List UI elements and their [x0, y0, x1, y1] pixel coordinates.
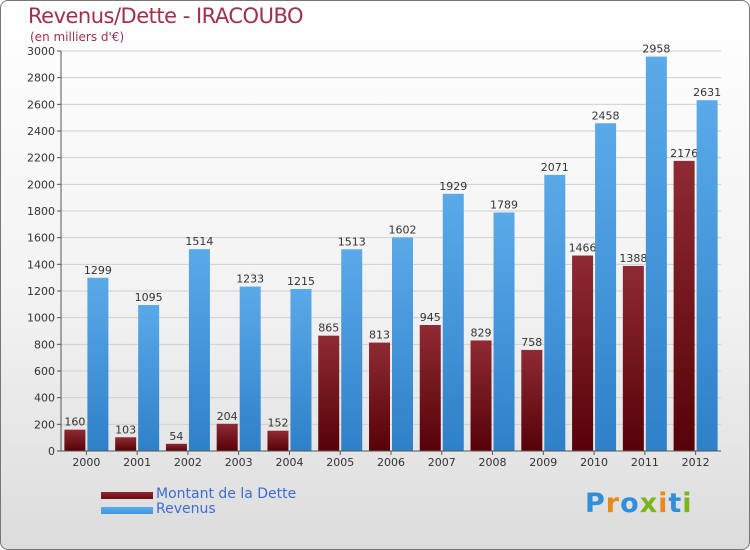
bar-revenus-2009 — [544, 174, 566, 451]
data-label-revenus-2002: 1514 — [185, 235, 213, 248]
data-label-revenus-2012: 2631 — [693, 86, 721, 99]
x-tick-label-2008: 2008 — [479, 456, 507, 469]
data-label-debt-2002: 54 — [169, 430, 183, 443]
bar-revenus-2011 — [645, 56, 667, 451]
bar-debt-2004 — [267, 430, 289, 451]
bar-debt-2007 — [419, 325, 441, 451]
logo-letter: i — [682, 488, 693, 519]
data-label-revenus-2010: 2458 — [592, 109, 620, 122]
data-label-debt-2010: 1466 — [569, 242, 597, 255]
y-tick-label: 1600 — [27, 232, 55, 245]
bar-revenus-2008 — [493, 212, 515, 451]
y-tick-label: 0 — [48, 445, 55, 458]
data-label-debt-2006: 813 — [369, 329, 390, 342]
bar-debt-2010 — [572, 255, 594, 451]
x-tick-label-2009: 2009 — [529, 456, 557, 469]
data-label-revenus-2008: 1789 — [490, 198, 518, 211]
bars: 160 1299 103 1095 54 1514 204 1233 152 1215 865 151… — [64, 43, 721, 452]
data-label-debt-2005: 865 — [318, 322, 339, 335]
bar-debt-2008 — [470, 340, 492, 451]
data-label-revenus-2009: 2071 — [541, 161, 569, 174]
legend-swatch-revenus — [101, 507, 153, 514]
bar-debt-2001 — [115, 437, 137, 451]
x-tick-label-2007: 2007 — [428, 456, 456, 469]
x-tick-label-2005: 2005 — [326, 456, 354, 469]
bar-debt-2006 — [369, 342, 390, 451]
x-tick-label-2011: 2011 — [631, 456, 659, 469]
legend-swatch-debt — [101, 492, 153, 499]
x-tick-label-2000: 2000 — [72, 456, 100, 469]
y-tick-label: 200 — [34, 418, 55, 431]
bar-debt-2005 — [318, 335, 340, 451]
bar-revenus-2002 — [188, 249, 210, 451]
data-label-revenus-2004: 1215 — [287, 275, 315, 288]
y-tick-label: 2600 — [27, 98, 55, 111]
y-tick-label: 1800 — [27, 205, 55, 218]
bar-debt-2000 — [64, 429, 86, 451]
logo-letter: o — [620, 488, 640, 519]
y-tick-label: 2400 — [27, 125, 55, 138]
y-tick-label: 1400 — [27, 258, 55, 271]
x-tick-label-2006: 2006 — [377, 456, 405, 469]
bar-revenus-2010 — [595, 123, 617, 452]
chart-subtitle: (en milliers d'€) — [30, 30, 125, 44]
bar-revenus-2005 — [341, 249, 363, 451]
data-label-debt-2000: 160 — [64, 416, 85, 429]
data-label-debt-2008: 829 — [471, 326, 492, 339]
axes: 0 200 400 600 800 1000 1200 1400 1600 1800 2000 220… — [27, 45, 721, 469]
y-tick-label: 2200 — [27, 152, 55, 165]
bar-revenus-2004 — [290, 289, 312, 451]
bar-revenus-2006 — [392, 237, 413, 451]
bar-revenus-2012 — [696, 100, 718, 451]
y-tick-label: 2000 — [27, 178, 55, 191]
bar-debt-2009 — [521, 349, 543, 451]
data-label-revenus-2003: 1233 — [236, 273, 264, 286]
data-label-revenus-2007: 1929 — [439, 180, 467, 193]
y-tick-label: 1200 — [27, 285, 55, 298]
data-label-debt-2012: 2176 — [670, 147, 698, 160]
logo-letter: x — [639, 488, 659, 519]
bar-debt-2003 — [216, 423, 238, 451]
data-label-revenus-2006: 1602 — [389, 223, 417, 236]
x-tick-label-2010: 2010 — [580, 456, 608, 469]
x-tick-label-2012: 2012 — [682, 456, 710, 469]
bar-debt-2011 — [622, 265, 644, 451]
bar-debt-2012 — [673, 160, 695, 451]
bar-debt-2002 — [165, 443, 187, 451]
bar-revenus-2007 — [442, 193, 464, 452]
data-label-debt-2003: 204 — [217, 410, 238, 423]
x-tick-label-2001: 2001 — [123, 456, 151, 469]
chart-title: Revenus/Dette - IRACOUBO — [28, 4, 304, 28]
y-tick-label: 1000 — [27, 312, 55, 325]
data-label-debt-2004: 152 — [267, 417, 288, 430]
proxiti-logo: Proxiti — [585, 488, 693, 519]
legend-label-revenus: Revenus — [156, 501, 216, 517]
x-tick-label-2002: 2002 — [174, 456, 202, 469]
data-label-debt-2011: 1388 — [619, 252, 647, 265]
data-label-debt-2007: 945 — [420, 311, 441, 324]
logo-letter: P — [585, 488, 606, 519]
legend-label-debt: Montant de la Dette — [156, 486, 297, 502]
data-label-debt-2009: 758 — [521, 336, 542, 349]
data-label-revenus-2011: 2958 — [642, 43, 670, 56]
bar-revenus-2001 — [138, 305, 160, 451]
x-tick-label-2003: 2003 — [225, 456, 253, 469]
y-tick-label: 400 — [34, 392, 55, 405]
bar-revenus-2003 — [239, 286, 261, 451]
data-label-revenus-2001: 1095 — [135, 291, 163, 304]
x-tick-label-2004: 2004 — [275, 456, 303, 469]
data-label-revenus-2005: 1513 — [338, 235, 366, 248]
data-label-debt-2001: 103 — [115, 423, 136, 436]
y-tick-label: 800 — [34, 338, 55, 351]
y-tick-label: 3000 — [27, 45, 55, 58]
bar-revenus-2000 — [87, 277, 109, 451]
y-tick-label: 600 — [34, 365, 55, 378]
data-label-revenus-2000: 1299 — [84, 264, 112, 277]
y-tick-label: 2800 — [27, 72, 55, 85]
logo-letter: t — [668, 488, 683, 519]
logo-letter: i — [658, 488, 669, 519]
logo-letter: r — [605, 488, 621, 519]
